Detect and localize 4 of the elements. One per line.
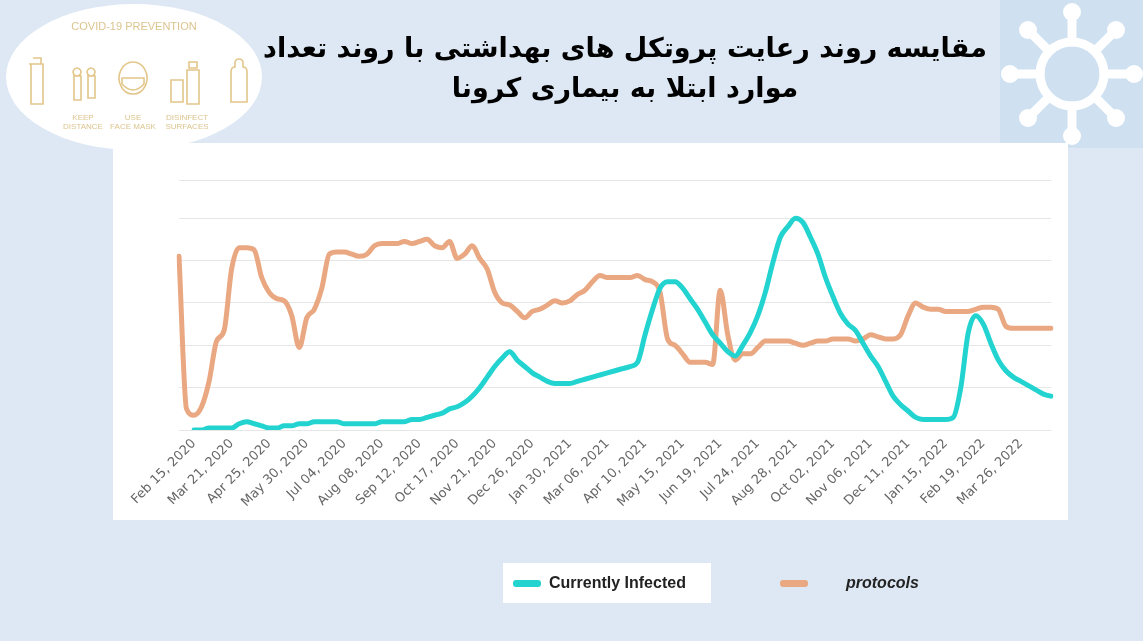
prevention-poster: COVID-19 PREVENTION KEEP DISTANCE USE FACE MASK DISINFECT SURFACES	[5, 2, 263, 152]
chart-title: مقایسه روند رعایت پروتکل های بهداشتی با روند تعداد موارد ابتلا به بیماری کرونا	[262, 31, 988, 106]
legend-label: protocols	[846, 574, 919, 592]
legend-label: Currently Infected	[549, 574, 686, 592]
